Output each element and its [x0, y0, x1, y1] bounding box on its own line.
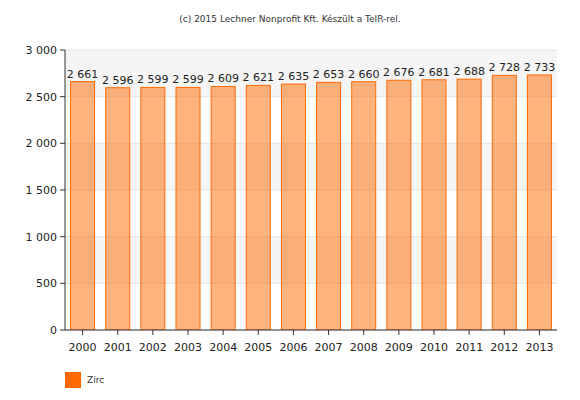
- x-tick-label: 2008: [350, 341, 378, 354]
- x-tick: [293, 330, 294, 335]
- x-tick-label: 2000: [69, 341, 97, 354]
- x-tick-label: 2011: [455, 341, 483, 354]
- grid-line: [65, 283, 557, 284]
- grid-line: [65, 50, 557, 51]
- x-tick: [363, 330, 364, 335]
- bar: [527, 75, 551, 330]
- data-label: 2 661: [67, 68, 99, 81]
- x-tick: [223, 330, 224, 335]
- title: (c) 2015 Lechner Nonprofit Kft. Készült …: [179, 14, 400, 24]
- data-label: 2 599: [172, 73, 204, 86]
- x-tick-label: 2007: [315, 341, 343, 354]
- x-tick-label: 2005: [244, 341, 272, 354]
- data-label: 2 599: [137, 73, 169, 86]
- x-tick-label: 2004: [209, 341, 237, 354]
- y-tick: [60, 143, 65, 144]
- x-tick: [82, 330, 83, 335]
- bars: [71, 75, 552, 330]
- grid-line: [65, 190, 557, 191]
- data-label: 2 621: [243, 71, 275, 84]
- grid-line: [65, 143, 557, 144]
- bar: [492, 75, 516, 330]
- data-label: 2 681: [418, 66, 450, 79]
- bar: [141, 87, 165, 330]
- grid-line: [65, 330, 557, 331]
- x-tick: [258, 330, 259, 335]
- y-axis: [65, 50, 66, 330]
- data-label: 2 688: [453, 65, 485, 78]
- y-tick-label: 3 000: [26, 44, 58, 57]
- y-tick: [60, 50, 65, 51]
- x-tick-label: 2006: [279, 341, 307, 354]
- bar: [211, 86, 235, 330]
- x-tick-label: 2013: [525, 341, 553, 354]
- x-tick: [504, 330, 505, 335]
- x-axis: [65, 330, 557, 331]
- x-tick-label: 2012: [490, 341, 518, 354]
- legend: Zirc: [65, 372, 104, 388]
- bar: [246, 85, 270, 330]
- chart-container: (c) 2015 Lechner Nonprofit Kft. Készült …: [0, 0, 580, 400]
- y-tick-label: 0: [50, 324, 57, 337]
- bar: [422, 80, 446, 330]
- y-tick-label: 1 500: [26, 184, 58, 197]
- y-tick: [60, 190, 65, 191]
- bar: [281, 84, 305, 330]
- data-label: 2 635: [278, 70, 310, 83]
- legend-label: Zirc: [87, 375, 104, 385]
- grid-line: [65, 96, 557, 97]
- y-tick-label: 1 000: [26, 231, 58, 244]
- bar: [71, 82, 95, 330]
- grid-band: [65, 143, 557, 190]
- grid: [65, 50, 557, 330]
- y-tick: [60, 330, 65, 331]
- bar: [457, 79, 481, 330]
- x-tick-label: 2002: [139, 341, 167, 354]
- x-tick-label: 2001: [104, 341, 132, 354]
- y-tick-label: 2 500: [26, 91, 58, 104]
- x-tick: [434, 330, 435, 335]
- x-tick: [469, 330, 470, 335]
- x-tick: [188, 330, 189, 335]
- x-tick: [152, 330, 153, 335]
- data-label: 2 609: [207, 72, 239, 85]
- bar: [317, 82, 341, 330]
- y-tick: [60, 283, 65, 284]
- x-tick: [539, 330, 540, 335]
- y-tick: [60, 96, 65, 97]
- data-label: 2 728: [489, 61, 521, 74]
- y-tick: [60, 236, 65, 237]
- y-tick-label: 2 000: [26, 137, 58, 150]
- bar: [352, 82, 376, 330]
- grid-line: [65, 236, 557, 237]
- y-tick-label: 500: [36, 277, 57, 290]
- x-tick-label: 2009: [385, 341, 413, 354]
- x-tick-label: 2010: [420, 341, 448, 354]
- bar: [106, 88, 130, 330]
- data-label: 2 733: [524, 61, 556, 74]
- x-tick: [117, 330, 118, 335]
- data-label: 2 596: [102, 74, 134, 87]
- data-label: 2 660: [348, 68, 380, 81]
- chart-svg: (c) 2015 Lechner Nonprofit Kft. Készült …: [0, 0, 580, 400]
- grid-band: [65, 50, 557, 97]
- x-tick: [328, 330, 329, 335]
- data-label: 2 653: [313, 68, 345, 81]
- grid-band: [65, 237, 557, 284]
- bar: [176, 87, 200, 330]
- x-tick-label: 2003: [174, 341, 202, 354]
- x-tick: [398, 330, 399, 335]
- bar: [387, 80, 411, 330]
- data-label: 2 676: [383, 66, 415, 79]
- legend-swatch: [65, 372, 81, 388]
